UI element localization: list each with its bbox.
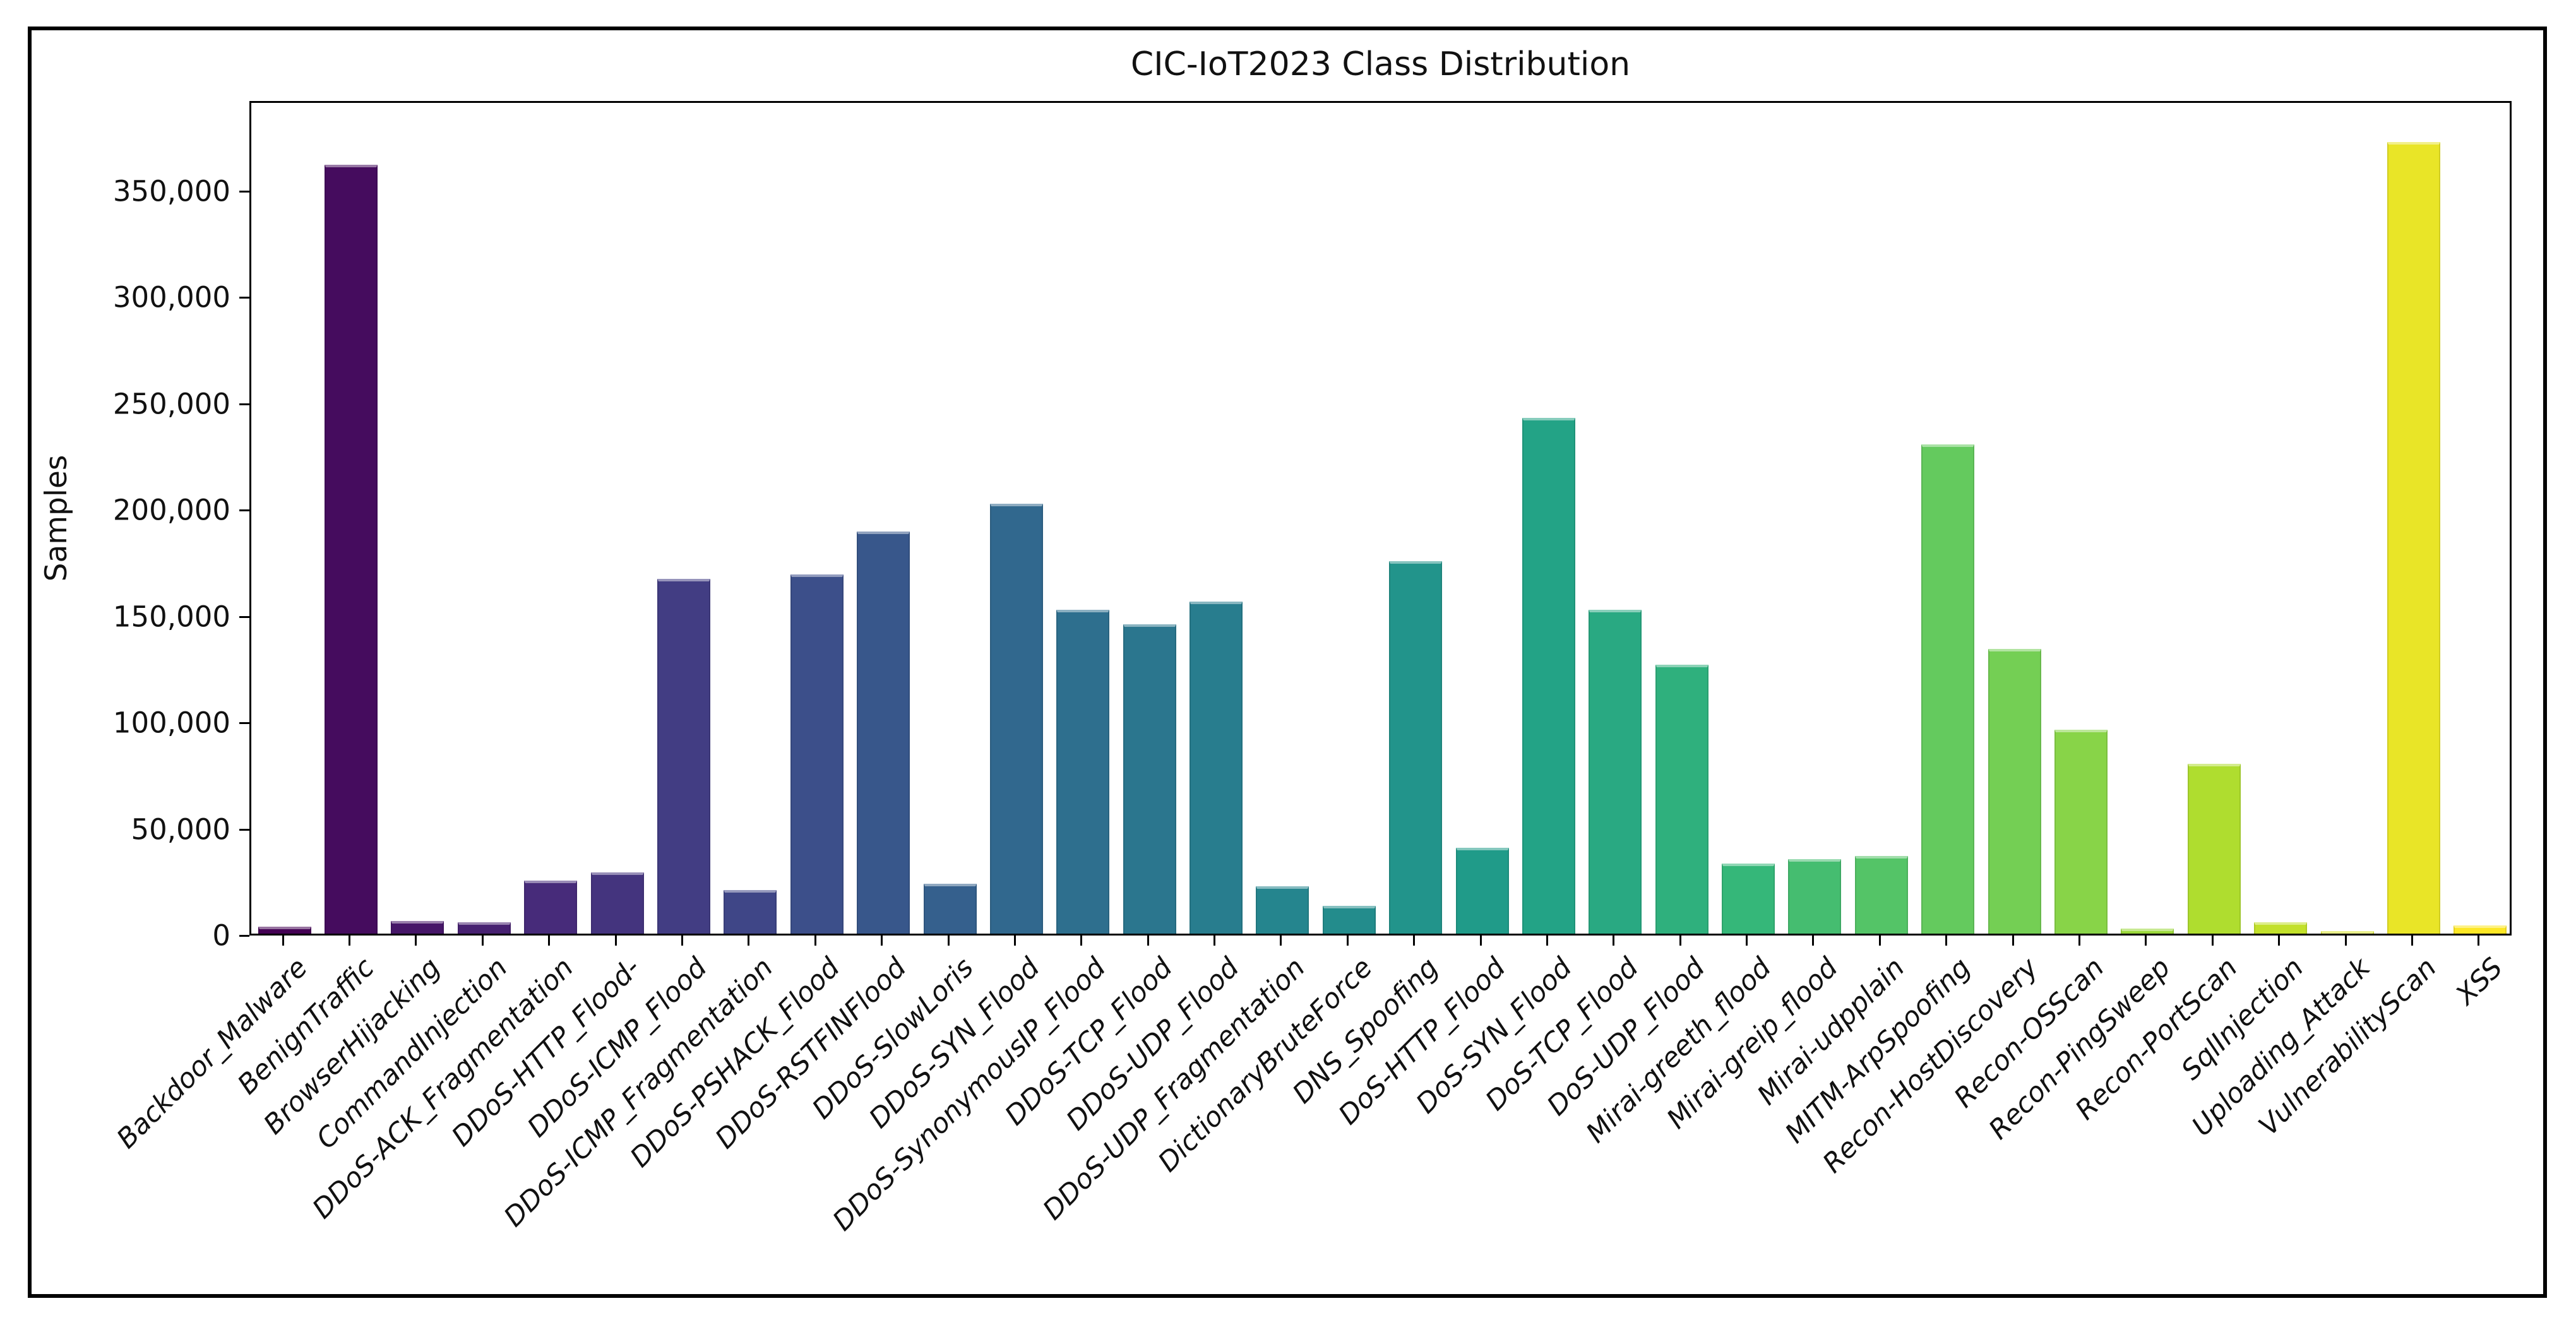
x-tick-mark [615,936,617,946]
bar-DoS-HTTP_Flood [1456,848,1509,934]
bar-DDoS-UDP_Flood [1190,602,1243,934]
bar-BrowserHijacking [391,921,444,934]
y-tick-label: 150,000 [112,600,230,634]
bar-Mirai-greeth_flood [1722,864,1775,934]
bar-DDoS-HTTP_Flood- [591,872,644,934]
bar-DDoS-ACK_Fragmentation [524,881,577,934]
bar-SqlInjection [2254,922,2307,934]
bar-DDoS-SlowLoris [924,884,977,934]
bar-DoS-TCP_Flood [1589,610,1642,934]
x-tick-mark [548,936,550,946]
bar-DictionaryBruteForce [1323,906,1376,934]
x-tick-mark [1613,936,1614,946]
x-tick-mark [814,936,816,946]
bar-DDoS-ICMP_Flood [657,579,710,934]
x-tick-mark [2078,936,2080,946]
y-tick-mark [239,191,249,193]
bar-Recon-PingSweep [2121,929,2174,934]
y-tick-label: 200,000 [112,493,230,527]
bar-BenignTraffic [325,165,378,934]
x-tick-mark [2212,936,2214,946]
x-tick-mark [1080,936,1082,946]
bar-Recon-OSScan [2054,730,2108,934]
y-tick-mark [239,509,249,511]
bar-Recon-PortScan [2188,764,2241,934]
y-tick-mark [239,403,249,405]
x-tick-mark [1746,936,1748,946]
x-tick-mark [1347,936,1349,946]
x-tick-label-XSS: XSS [2450,952,2510,1011]
bar-Uploading_Attack [2321,931,2374,934]
bar-XSS [2454,925,2507,934]
bar-Recon-HostDiscovery [1988,649,2041,934]
x-tick-mark [1879,936,1881,946]
bar-DoS-SYN_Flood [1522,418,1575,934]
y-tick-label: 0 [212,918,230,953]
y-tick-mark [239,722,249,724]
x-tick-mark [748,936,749,946]
y-tick-mark [239,297,249,299]
y-tick-label: 250,000 [112,387,230,421]
y-tick-label: 100,000 [112,706,230,740]
y-tick-label: 300,000 [112,280,230,314]
x-tick-mark [482,936,484,946]
bar-DDoS-SYN_Flood [990,504,1043,934]
x-tick-mark [415,936,417,946]
y-tick-label: 350,000 [112,174,230,208]
x-tick-mark [2278,936,2280,946]
y-tick-mark [239,829,249,831]
x-tick-mark [2145,936,2147,946]
x-tick-mark [282,936,284,946]
x-tick-mark [681,936,683,946]
bar-DDoS-TCP_Flood [1123,624,1176,934]
x-tick-mark [1480,936,1482,946]
x-tick-mark [2411,936,2413,946]
bar-DNS_Spoofing [1389,561,1442,934]
x-tick-mark [2478,936,2479,946]
x-tick-mark [1213,936,1215,946]
x-tick-mark [1945,936,1947,946]
x-tick-mark [1546,936,1548,946]
bar-CommandInjection [458,922,511,934]
x-tick-mark [1679,936,1681,946]
bar-Mirai-greip_flood [1788,859,1841,934]
x-tick-mark [1812,936,1814,946]
bar-Backdoor_Malware [258,927,311,934]
y-tick-mark [239,616,249,618]
x-tick-mark [1014,936,1016,946]
bar-DDoS-ICMP_Fragmentation [724,890,777,934]
bar-VulnerabilityScan [2387,142,2440,934]
x-tick-mark [349,936,350,946]
bar-DDoS-PSHACK_Flood [790,574,844,934]
x-tick-mark [1413,936,1415,946]
bar-DoS-UDP_Flood [1655,665,1708,934]
bar-MITM-ArpSpoofing [1921,444,1974,934]
x-tick-mark [2345,936,2347,946]
y-tick-label: 50,000 [131,812,230,847]
bar-DDoS-SynonymousIP_Flood [1056,610,1109,934]
x-tick-mark [1147,936,1149,946]
bar-DDoS-RSTFINFlood [857,532,910,934]
plot-area [249,101,2512,936]
x-tick-mark [1280,936,1282,946]
x-tick-mark [948,936,950,946]
chart-title: CIC-IoT2023 Class Distribution [1130,45,1631,83]
bar-Mirai-udpplain [1855,856,1908,934]
x-tick-mark [2012,936,2014,946]
bar-DDoS-UDP_Fragmentation [1256,886,1309,934]
y-tick-mark [239,935,249,937]
x-tick-mark [881,936,883,946]
